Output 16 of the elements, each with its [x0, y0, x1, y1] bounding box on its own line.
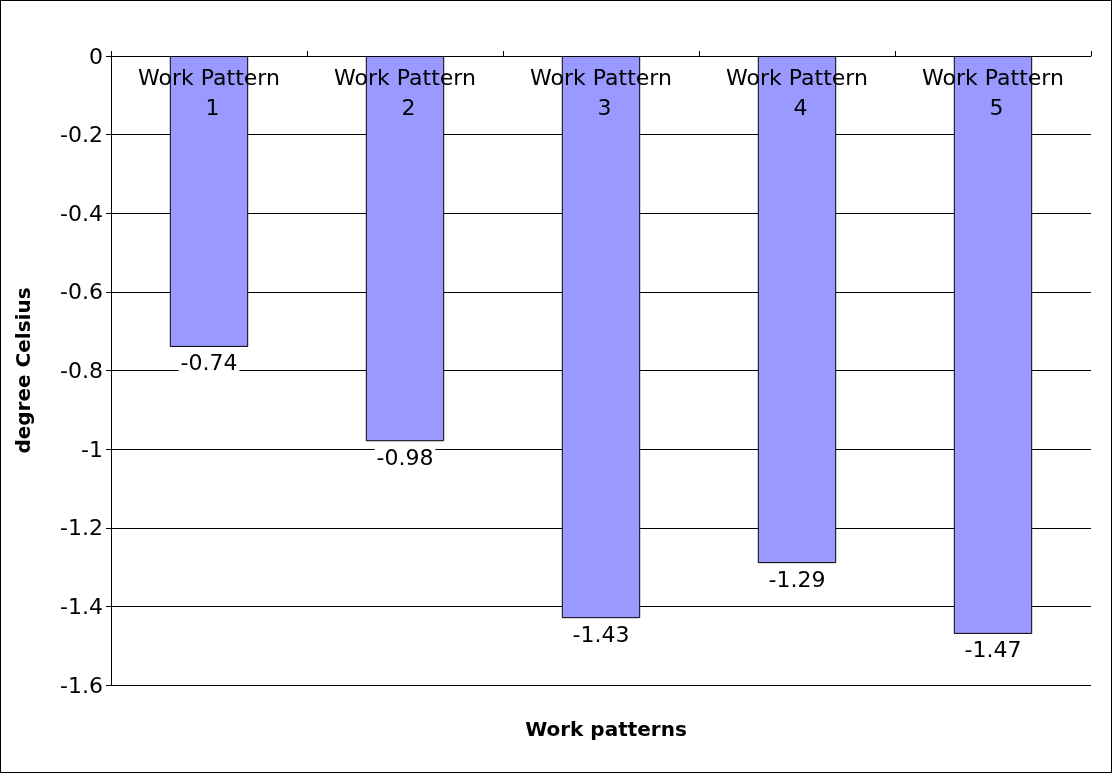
- data-label: -1.29: [768, 566, 826, 592]
- y-tick-label: -0.4: [60, 200, 103, 226]
- y-tick-label: 0: [89, 43, 103, 69]
- y-tick-label: -1: [81, 436, 103, 462]
- data-label: -0.98: [376, 444, 434, 470]
- y-tick-label: -1.6: [60, 672, 103, 698]
- y-tick-label: -0.6: [60, 279, 103, 305]
- y-tick-label: -0.8: [60, 358, 103, 383]
- y-tick-label: -1.2: [60, 515, 103, 541]
- data-label: -1.43: [572, 621, 630, 647]
- y-tick-label: -0.2: [60, 122, 103, 148]
- y-axis-title: degree Celsius: [11, 287, 35, 454]
- y-tick-label: -1.4: [60, 593, 103, 619]
- data-label: -1.47: [964, 637, 1022, 663]
- x-axis-title: Work patterns: [525, 717, 687, 741]
- data-label: -0.74: [180, 350, 238, 376]
